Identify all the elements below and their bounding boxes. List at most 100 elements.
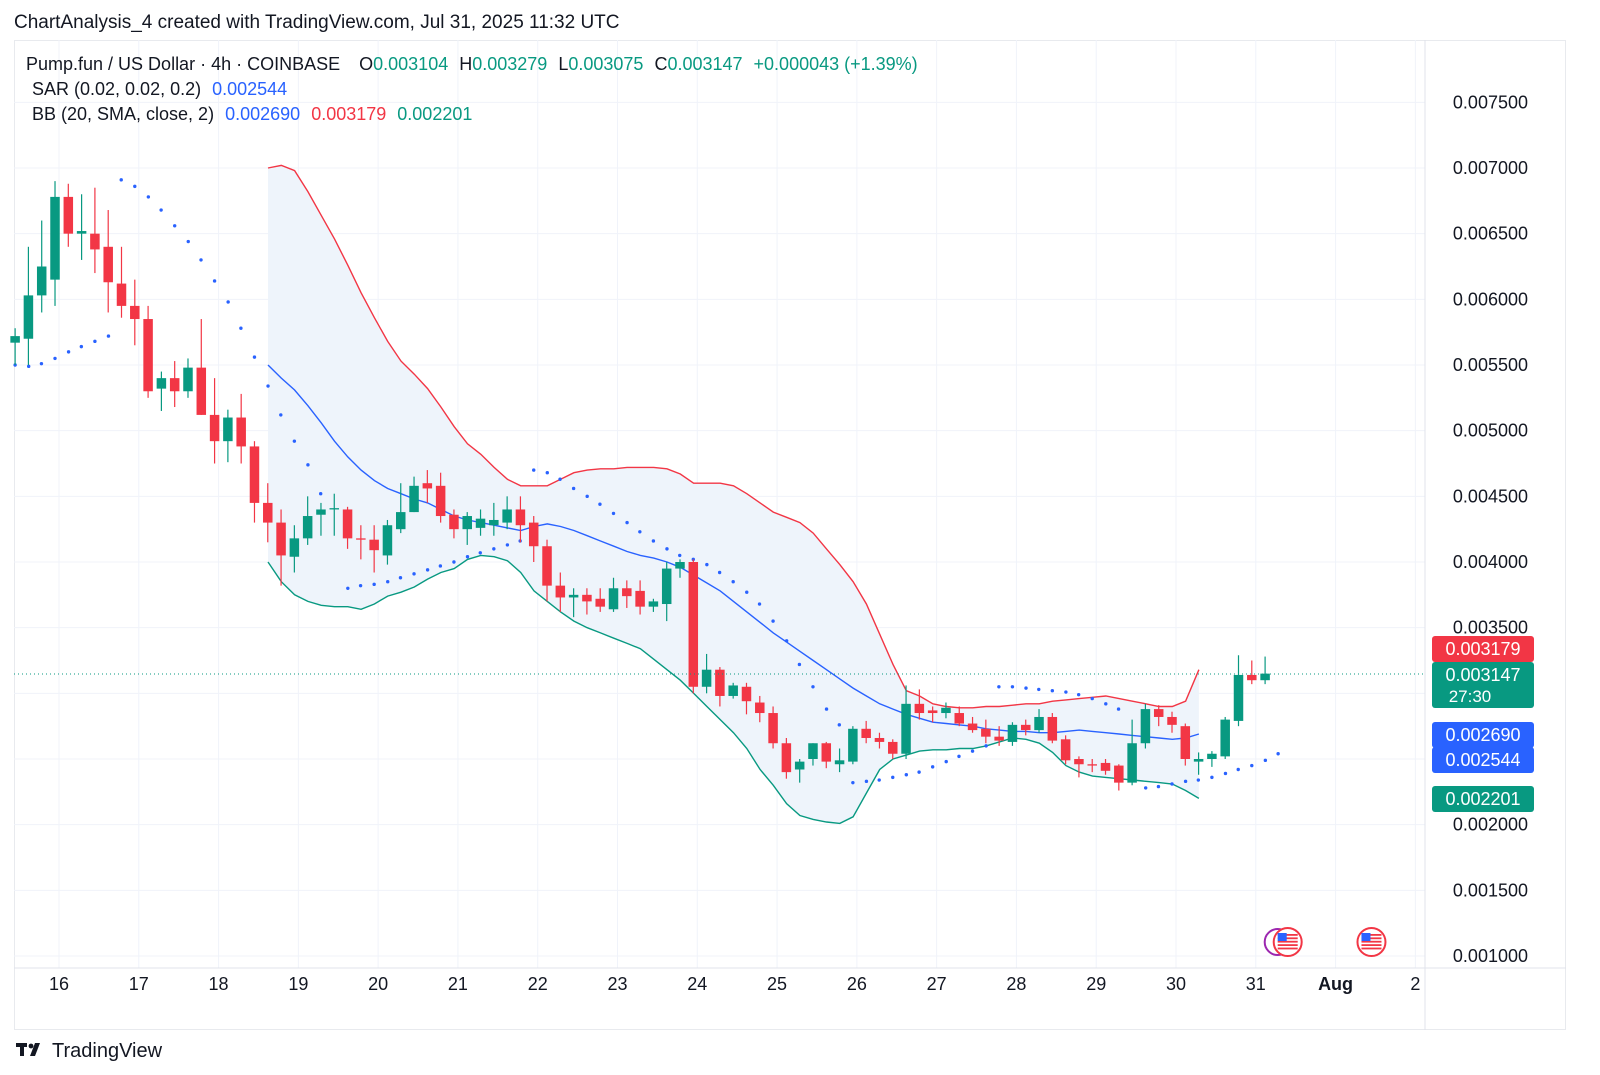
candle (914, 689, 925, 720)
candle-body (50, 196, 60, 280)
price-tick-label: 0.005000 (1453, 421, 1528, 441)
sar-dot (1196, 778, 1201, 782)
price-label-text: 0.003179 (1445, 639, 1520, 659)
time-tick-label: 26 (847, 974, 867, 994)
sar-dot (146, 195, 151, 199)
sar-dot (1276, 752, 1280, 756)
candle (1247, 660, 1257, 685)
candle-body (901, 703, 911, 754)
candle (954, 706, 964, 727)
sar-dot (239, 326, 243, 330)
time-tick-label: 31 (1246, 974, 1266, 994)
candle-body (1247, 674, 1257, 681)
flag-stripe (1361, 944, 1382, 946)
candle-body (635, 590, 645, 607)
price-label-text: 0.002544 (1445, 750, 1520, 770)
legend-bb-row[interactable]: BB (20, SMA, close, 2) 0.002690 0.003179… (32, 102, 918, 127)
candle-body (263, 502, 273, 523)
sar-dot (1236, 767, 1240, 772)
candle-body (1074, 759, 1084, 765)
candle (475, 509, 486, 536)
candle (1207, 751, 1217, 767)
sar-dot (598, 502, 602, 506)
candle (1180, 723, 1191, 766)
candle-body (1260, 673, 1270, 681)
price-tick-label: 0.002000 (1453, 815, 1528, 835)
sar-dot (1156, 784, 1161, 789)
candle-body (36, 266, 47, 296)
sar-dot (39, 361, 44, 366)
candle-body (568, 594, 579, 598)
flag-stripe (1361, 937, 1382, 940)
candle (1127, 719, 1137, 786)
us-flag-event-icon (1263, 927, 1303, 957)
price-label-0.003147: 0.003147 27:30 (1432, 662, 1534, 708)
candle (635, 580, 645, 615)
legend-symbol-row: Pump.fun / US Dollar · 4h · COINBASE O0.… (26, 52, 918, 77)
sar-dot (558, 477, 562, 481)
sar-dot (585, 494, 589, 499)
candle (755, 695, 765, 723)
price-tick-label: 0.001000 (1453, 946, 1528, 966)
candle-body (1193, 759, 1204, 762)
candle (861, 720, 871, 744)
time-tick-label: 25 (767, 974, 787, 994)
time-tick-label: 27 (927, 974, 947, 994)
flag-stripe (1277, 947, 1298, 950)
candle (223, 409, 233, 463)
sar-dot (425, 568, 430, 572)
sar-dot (665, 547, 669, 551)
candle (382, 519, 393, 565)
sar-dot (93, 339, 97, 344)
candle-body (781, 743, 792, 773)
candle (555, 572, 566, 612)
parabolic-sar (13, 178, 1280, 790)
sar-dot (292, 439, 297, 443)
candle (927, 706, 938, 723)
footer-branding[interactable]: TradingView (16, 1040, 162, 1063)
sar-dot (851, 780, 855, 785)
sar-dot (625, 520, 629, 525)
flag-stripe (1277, 937, 1298, 940)
candle (462, 512, 472, 545)
sar-dot (1263, 758, 1268, 763)
legend-symbol[interactable]: Pump.fun / US Dollar · 4h · COINBASE (26, 54, 341, 74)
time-tick-label: 2 (1410, 974, 1420, 994)
sar-dot (757, 602, 762, 606)
candle-body (409, 485, 419, 513)
sar-dot (358, 583, 363, 588)
candle (794, 759, 805, 783)
candle-body (927, 710, 938, 714)
candle (1140, 703, 1151, 749)
sar-dot (545, 470, 549, 475)
candle-body (1047, 716, 1058, 741)
candle-body (130, 305, 140, 320)
sar-dot (1210, 775, 1214, 780)
candle (302, 496, 313, 545)
candle-body (10, 336, 20, 343)
sar-dot (824, 707, 829, 711)
candle (422, 470, 433, 503)
sar-dot (505, 543, 510, 547)
legend-sar-row[interactable]: SAR (0.02, 0.02, 0.2) 0.002544 (32, 77, 918, 102)
flag-canton (1361, 933, 1371, 941)
flag-stripe (1361, 940, 1382, 943)
sar-dot (705, 562, 709, 567)
candle-body (316, 509, 326, 515)
candle-body (90, 233, 100, 250)
candle-body (555, 585, 566, 598)
sar-dot (532, 468, 536, 472)
candle (316, 502, 326, 536)
legend-bb-label: BB (20, SMA, close, 2) (32, 104, 215, 124)
candle (675, 559, 685, 578)
time-tick-label: Aug (1318, 974, 1353, 994)
candle (356, 525, 366, 560)
price-label-box (1432, 786, 1534, 812)
candle (449, 509, 459, 539)
candle-body (768, 713, 778, 744)
flag-stripe (1277, 944, 1298, 946)
sar-dot (199, 258, 203, 262)
candle-body (1233, 674, 1244, 721)
candle-body (422, 483, 433, 489)
